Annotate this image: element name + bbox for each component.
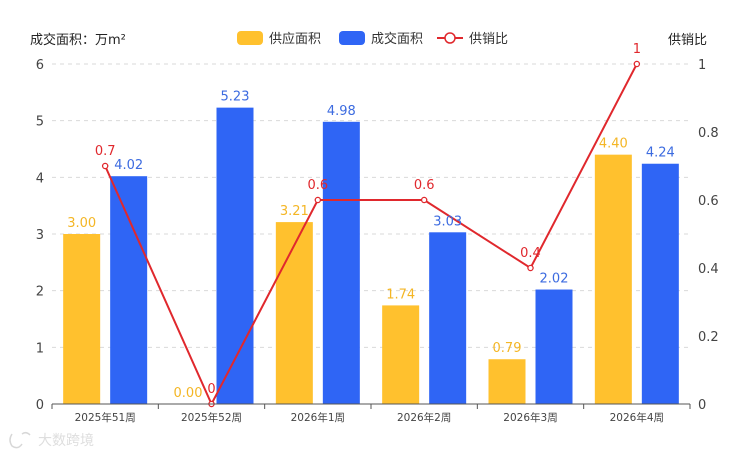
x-axis-tick-label: 2026年1周 xyxy=(291,411,345,424)
left-axis-tick-label: 4 xyxy=(36,171,44,186)
legend-label: 供应面积 xyxy=(269,31,321,47)
bar-data-label: 4.24 xyxy=(646,146,675,161)
ratio-point xyxy=(101,162,109,170)
data-labels: 3.00 0.00 3.21 1.74 0.79 4.40 4.02 5.23 4.98 3.03… xyxy=(67,42,675,401)
x-axis-tick-label: 2025年52周 xyxy=(181,411,242,424)
bar xyxy=(594,154,632,404)
ratio-data-label: 1 xyxy=(633,42,641,57)
legend-item[interactable]: 供销比 xyxy=(437,32,508,47)
bar-data-label: 5.23 xyxy=(221,90,250,105)
gridlines xyxy=(52,63,690,348)
ratio-point xyxy=(633,60,641,68)
ratio-data-label: 0.4 xyxy=(520,246,541,261)
bar xyxy=(535,289,573,404)
watermark-logo-icon xyxy=(9,431,31,449)
bar xyxy=(63,234,101,404)
bar-data-label: 0.79 xyxy=(493,341,522,356)
bars xyxy=(63,107,679,405)
bar-data-label: 4.98 xyxy=(327,104,356,119)
bar-data-label: 1.74 xyxy=(386,287,415,302)
bar xyxy=(275,222,313,404)
bar-data-label: 3.00 xyxy=(67,216,96,231)
left-axis-tick-label: 1 xyxy=(36,341,44,356)
right-axis-title: 供销比 xyxy=(668,33,707,48)
ratio-point xyxy=(314,196,322,204)
ratio-data-label: 0 xyxy=(207,382,215,397)
right-axis-tick-label: 0.4 xyxy=(698,262,719,277)
right-axis-tick-label: 0.6 xyxy=(698,194,719,209)
bar-data-label: 4.02 xyxy=(114,158,143,173)
bar xyxy=(488,359,526,404)
bar-data-label: 3.03 xyxy=(433,214,462,229)
bar xyxy=(110,176,148,404)
bar-data-label: 2.02 xyxy=(540,272,569,287)
ratio-data-label: 0.6 xyxy=(414,178,435,193)
legend-marker xyxy=(444,32,456,44)
left-axis-tick-label: 3 xyxy=(36,228,44,243)
bar xyxy=(429,232,467,404)
right-axis-tick-label: 0.2 xyxy=(698,330,719,345)
right-axis-tick-label: 0 xyxy=(698,398,706,413)
x-axis-tick-label: 2025年51周 xyxy=(75,411,136,424)
x-axis-tick-label: 2026年2周 xyxy=(397,411,451,424)
bar-data-label: 0.00 xyxy=(174,386,203,401)
ratio-data-label: 0.6 xyxy=(307,178,328,193)
watermark: 大数跨境 xyxy=(9,431,94,449)
bar-data-label: 3.21 xyxy=(280,204,309,219)
bar-data-label: 4.40 xyxy=(599,137,628,152)
left-axis-title: 成交面积：万m² xyxy=(30,32,126,48)
legend-item[interactable]: 供应面积 xyxy=(237,31,321,47)
left-axis-tick-label: 6 xyxy=(36,58,44,73)
legend-swatch xyxy=(237,31,263,45)
right-axis-tick-label: 0.8 xyxy=(698,126,719,141)
right-axis-tick-label: 1 xyxy=(698,58,706,73)
bar xyxy=(322,121,360,405)
ratio-line xyxy=(104,63,638,407)
legend-item[interactable]: 成交面积 xyxy=(339,31,423,47)
left-axis-tick-label: 0 xyxy=(36,398,44,413)
legend-label: 成交面积 xyxy=(371,31,423,47)
legend[interactable]: 供应面积 成交面积 供销比 xyxy=(237,31,508,47)
x-axis-tick-label: 2026年4周 xyxy=(610,411,664,424)
left-axis-tick-label: 2 xyxy=(36,285,44,300)
axes: 0 1 2 3 4 5 6 0 0.2 0.4 0.6 0.8 1 2025年51周 2025年52周 202… xyxy=(36,58,719,424)
bar xyxy=(382,305,420,404)
bar xyxy=(641,163,679,404)
legend-swatch xyxy=(339,31,365,45)
legend-label: 供销比 xyxy=(469,32,508,47)
ratio-data-label: 0.7 xyxy=(95,144,116,159)
x-axis-tick-label: 2026年3周 xyxy=(503,411,557,424)
ratio-point xyxy=(527,264,534,272)
bar xyxy=(216,107,254,404)
watermark-text: 大数跨境 xyxy=(38,433,94,449)
left-axis-tick-label: 5 xyxy=(36,115,44,130)
ratio-point xyxy=(420,196,428,204)
